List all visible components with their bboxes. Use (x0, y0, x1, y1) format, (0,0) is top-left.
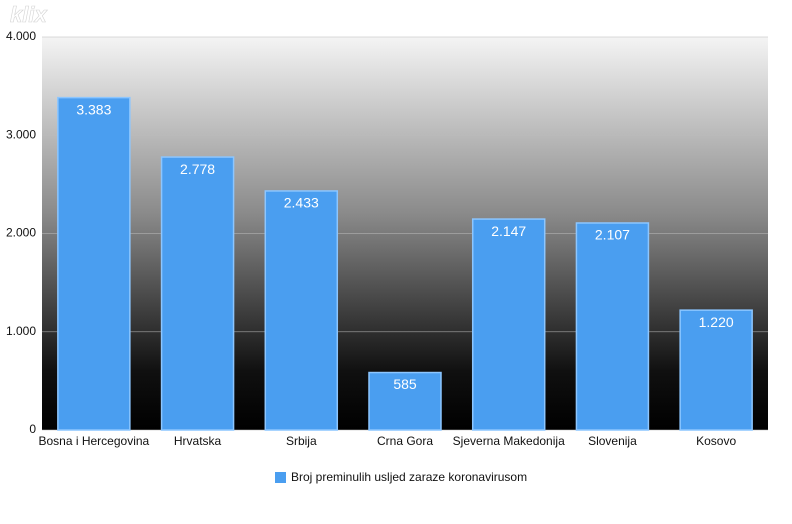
y-tick-label: 0 (29, 422, 36, 436)
bar (575, 222, 650, 431)
bar (471, 218, 546, 431)
bar (160, 156, 235, 431)
value-label: 2.778 (180, 161, 215, 177)
legend-swatch (275, 472, 286, 483)
x-tick-label: Slovenija (588, 434, 637, 448)
x-tick-label: Sjeverna Makedonija (453, 434, 565, 448)
bar (679, 309, 753, 431)
bar (368, 371, 442, 431)
value-label: 1.220 (699, 314, 734, 330)
value-label: 2.433 (284, 195, 319, 211)
x-tick-label: Hrvatska (174, 434, 222, 448)
bar (57, 96, 131, 431)
watermark: klix (10, 2, 47, 27)
legend-label: Broj preminulih usljed zaraze koronaviru… (291, 470, 527, 484)
value-label: 2.107 (595, 227, 630, 243)
y-tick-label: 4.000 (6, 29, 36, 43)
x-tick-label: Kosovo (696, 434, 736, 448)
y-tick-label: 1.000 (6, 324, 36, 338)
bar (264, 190, 339, 431)
value-label: 585 (393, 376, 417, 392)
x-tick-label: Srbija (286, 434, 317, 448)
x-tick-label: Crna Gora (377, 434, 433, 448)
value-label: 3.383 (76, 101, 111, 117)
y-tick-label: 3.000 (6, 127, 36, 141)
value-label: 2.147 (491, 223, 526, 239)
y-tick-label: 2.000 (6, 226, 36, 240)
x-tick-label: Bosna i Hercegovina (38, 434, 149, 448)
